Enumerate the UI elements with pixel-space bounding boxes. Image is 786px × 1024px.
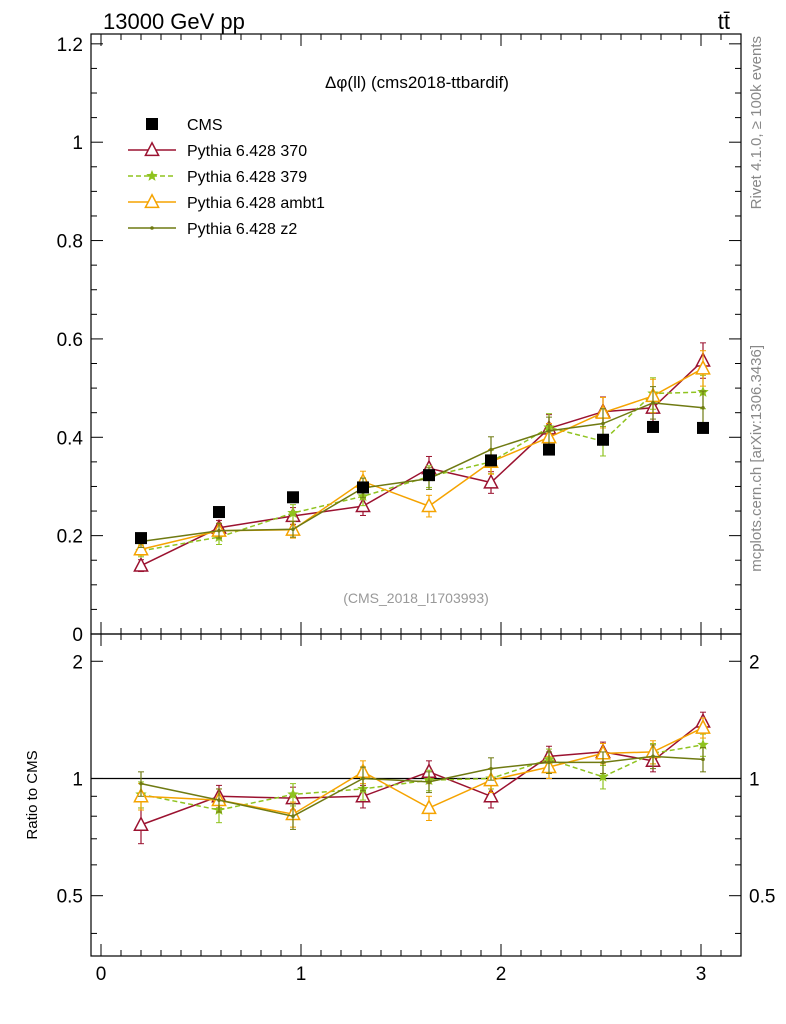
main-series-p379-marker [287, 507, 299, 518]
x-tick-label: 0 [96, 964, 107, 985]
main-series-z2-marker [291, 527, 295, 532]
main-series-data [135, 420, 709, 545]
main-series-data-marker [357, 481, 369, 494]
ratio-series-p370-marker [133, 816, 149, 832]
legend-entry-z2-marker [150, 226, 154, 230]
main-series-data-marker [647, 420, 659, 433]
ratio-series-z2-marker [651, 754, 655, 759]
ratio-series-z2-marker [601, 760, 605, 765]
main-series-p379-line [140, 391, 704, 552]
ratio-series-p379-line [140, 744, 704, 811]
y-tick-label: 0.8 [57, 232, 83, 253]
ratio-series-p379-marker [287, 788, 299, 800]
y-tick-label: 1 [72, 133, 83, 154]
main-series-ambt1-marker [695, 359, 711, 375]
ratio-series-z2-marker [291, 814, 295, 819]
ratio-series-z2 [138, 744, 706, 830]
ratio-series-z2-marker [489, 766, 493, 771]
ratio-series-z2-marker [361, 776, 365, 781]
ratio-series-p370-line [140, 720, 704, 826]
legend-entry-ambt1-label: Pythia 6.428 ambt1 [187, 195, 325, 212]
y-tick-label: 0.4 [57, 428, 84, 449]
rivet-version-label: Rivet 4.1.0, ≥ 100k events [748, 36, 765, 209]
main-series-z2-marker [217, 528, 221, 533]
ratio-series-z2-line [140, 755, 704, 818]
ratio-series-ambt1-line [140, 727, 704, 815]
legend-entry-data: CMS [146, 117, 223, 134]
ratio-series-z2-marker [139, 781, 143, 786]
main-series-p370-marker [483, 473, 499, 489]
legend-entry-ambt1: Pythia 6.428 ambt1 [128, 193, 325, 212]
main-series-p370-marker [133, 556, 149, 572]
x-tick-label: 3 [696, 964, 707, 985]
ratio-series-ambt1-marker [421, 799, 437, 815]
ratio-series-z2-marker [217, 798, 221, 802]
legend-entry-z2-label: Pythia 6.428 z2 [187, 221, 297, 238]
ratio-y-tick-label-right: 2 [749, 652, 760, 673]
ratio-series-z2-marker [427, 780, 431, 784]
legend-entry-data-marker [146, 118, 158, 130]
main-axes: 0 0.2 0.4 0.6 0.8 1 1.2 [57, 34, 742, 646]
ratio-y-axis-label: Ratio to CMS [24, 750, 41, 839]
main-series-data-marker [287, 491, 299, 504]
ratio-series-group [133, 711, 711, 845]
legend-entry-z2: Pythia 6.428 z2 [128, 221, 297, 238]
legend-entry-p379-marker [146, 170, 158, 181]
main-series-p370-line [140, 360, 704, 567]
energy-label: 13000 GeV pp [103, 9, 245, 34]
main-series-group [133, 342, 711, 573]
ratio-y-tick-label-left: 1 [72, 769, 83, 790]
legend-entry-p379-label: Pythia 6.428 379 [187, 169, 307, 186]
main-series-data-marker [697, 421, 709, 434]
ratio-y-tick-label-left: 0.5 [57, 887, 83, 908]
process-label: tt̄ [718, 9, 730, 34]
ratio-y-tick-label-right: 1 [749, 769, 760, 790]
mcplots-url-label: mcplots.cern.ch [arXiv:1306.3436] [748, 345, 765, 572]
legend: CMS Pythia 6.428 370 Pythia 6.428 379 Pythi… [128, 117, 325, 238]
main-series-data-marker [543, 443, 555, 456]
main-series-data-marker [423, 469, 435, 482]
x-tick-label: 1 [296, 964, 307, 985]
main-series-z2-marker [601, 421, 605, 426]
main-series-z2-marker [701, 405, 705, 410]
ratio-series-z2-marker [547, 760, 551, 765]
ratio-series-ambt1-marker [695, 718, 711, 734]
ratio-series-z2-marker [701, 757, 705, 762]
ratio-y-tick-label-left: 2 [72, 652, 83, 673]
legend-entry-p370: Pythia 6.428 370 [128, 141, 307, 160]
ratio-axes: 0.5 0.5 1 1 2 2 0 1 2 3 [57, 634, 775, 985]
ratio-series-p370-marker [483, 787, 499, 803]
y-tick-label: 0.2 [57, 527, 83, 548]
legend-entry-p370-marker [144, 141, 160, 157]
y-tick-label: 0.6 [57, 330, 83, 351]
ratio-series-p379-marker [697, 738, 709, 750]
analysis-watermark: (CMS_2018_I1703993) [343, 590, 489, 606]
main-series-z2-line [140, 402, 704, 543]
ratio-plot-frame [90, 633, 742, 957]
legend-entry-p370-label: Pythia 6.428 370 [187, 143, 307, 160]
legend-entry-data-label: CMS [187, 117, 223, 134]
main-series-z2-marker [489, 447, 493, 452]
plot-title: Δφ(ll) (cms2018-ttbardif) [325, 73, 509, 92]
main-series-data-marker [597, 433, 609, 446]
main-series-z2-marker [651, 401, 655, 405]
main-series-data-marker [135, 532, 147, 545]
main-series-ambt1-line [140, 367, 704, 551]
x-tick-label: 2 [496, 964, 507, 985]
legend-entry-p379: Pythia 6.428 379 [128, 169, 307, 186]
main-series-ambt1-marker [133, 540, 149, 556]
legend-entry-ambt1-marker [144, 193, 160, 209]
y-tick-label: 0 [72, 625, 83, 646]
main-series-data-marker [213, 506, 225, 519]
y-tick-label: 1.2 [57, 35, 83, 56]
ratio-y-tick-label-right: 0.5 [749, 887, 775, 908]
main-series-data-marker [485, 454, 497, 467]
main-series-z2-marker [547, 429, 551, 433]
ratio-series-p379-marker [597, 770, 609, 782]
main-series-ambt1-marker [421, 497, 437, 513]
